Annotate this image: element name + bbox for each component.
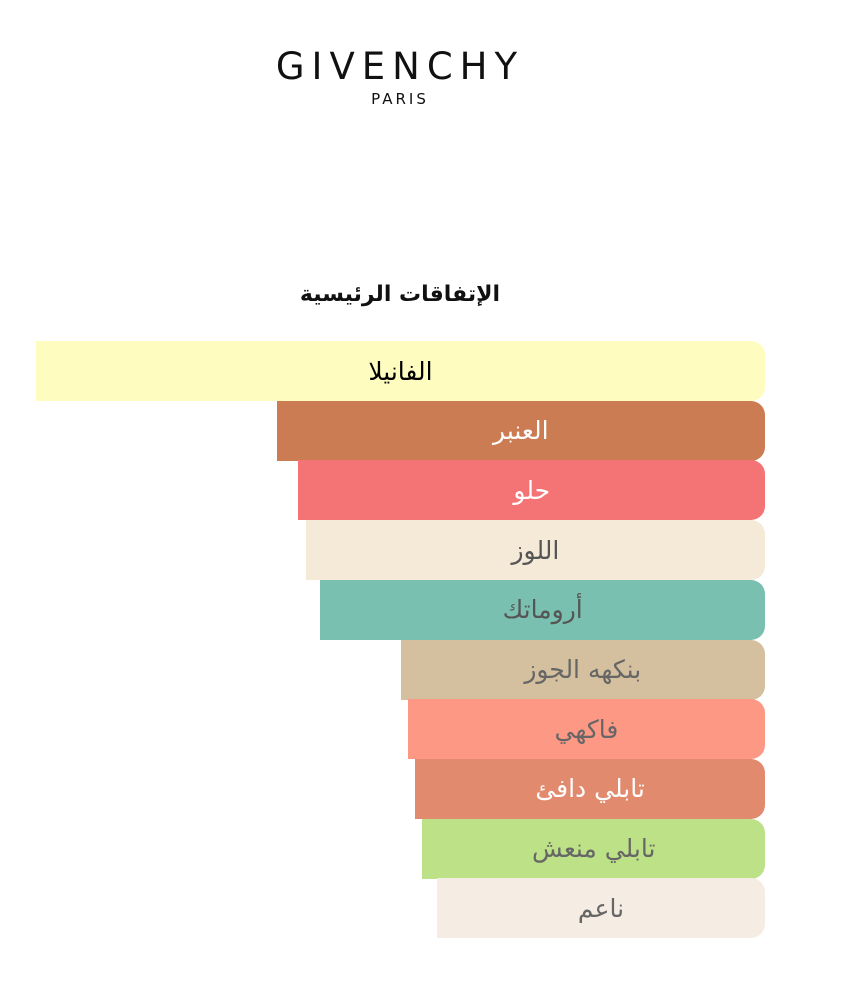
accord-bar: تابلي منعش — [422, 818, 765, 879]
accord-label: العنبر — [493, 416, 549, 446]
accord-bar: فاكهي — [407, 699, 765, 760]
accord-label: فاكهي — [554, 714, 619, 744]
accord-label: أروماتك — [502, 595, 583, 625]
accord-bar: حلو — [298, 460, 765, 521]
accord-label: تابلي منعش — [531, 834, 656, 864]
accord-bar: اللوز — [305, 520, 765, 581]
brand-logo: GIVENCHY PARIS — [200, 45, 600, 109]
accord-label: بنكهه الجوز — [524, 655, 642, 684]
accord-bar: ناعم — [436, 878, 765, 939]
accord-bar: الفانيلا — [36, 341, 765, 401]
brand-name: GIVENCHY — [275, 45, 525, 88]
accord-label: اللوز — [511, 535, 560, 565]
accord-label: الفانيلا — [368, 356, 433, 386]
accord-label: ناعم — [577, 893, 625, 923]
accord-bar: العنبر — [276, 400, 765, 461]
accord-label: تابلي دافئ — [535, 774, 645, 804]
chart-title: الإتفاقات الرئيسية — [299, 282, 501, 307]
accord-bar: أروماتك — [320, 579, 765, 640]
accord-bar: تابلي دافئ — [415, 758, 765, 819]
accord-label: حلو — [513, 475, 551, 505]
brand-city: PARIS — [371, 90, 429, 108]
accord-bar: بنكهه الجوز — [400, 639, 765, 700]
